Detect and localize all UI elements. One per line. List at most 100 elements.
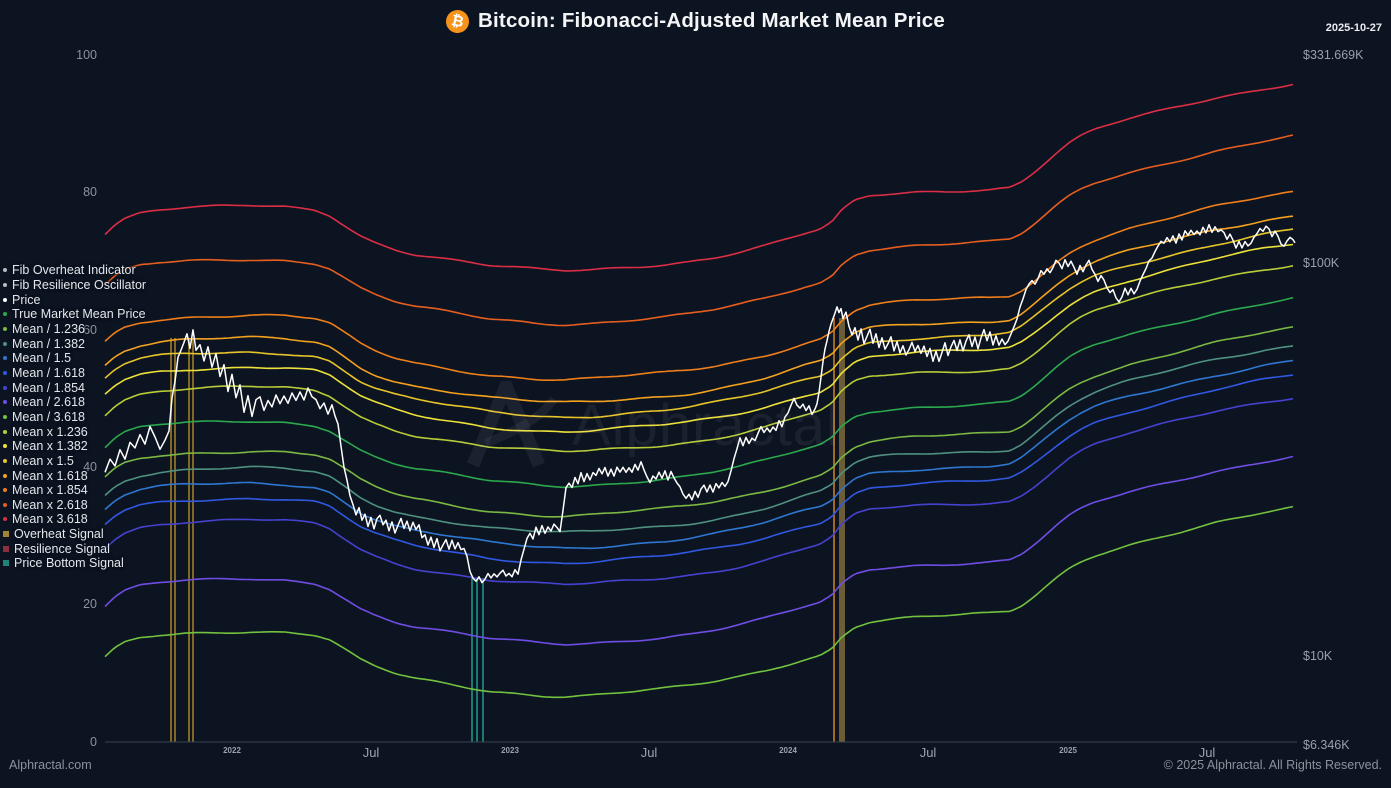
legend-item-label: Mean x 1.618: [12, 468, 88, 483]
legend-item-label: Mean / 1.5: [12, 351, 72, 366]
series-mean-1.854: [104, 397, 1294, 586]
as-of-date: 2025-10-27: [1325, 22, 1382, 34]
legend-item-price-bottom-signal[interactable]: Price Bottom Signal: [3, 556, 146, 571]
legend-item-price[interactable]: Price: [3, 292, 146, 307]
series-price: [104, 223, 1296, 584]
legend-item-mean-1.618[interactable]: Mean / 1.618: [3, 366, 146, 381]
price-label-$100K: $100K: [1303, 256, 1340, 270]
series-mean-3.618: [104, 505, 1294, 699]
legend-item-label: Mean / 2.618: [12, 395, 85, 410]
legend-dot-icon: [3, 502, 7, 507]
legend-item-label: Mean / 1.854: [12, 380, 85, 395]
legend-item-label: Fib Resilience Oscillator: [12, 277, 147, 292]
legend-swatch-icon: [3, 545, 9, 552]
legend-item-mean-1.382[interactable]: Mean / 1.382: [3, 336, 146, 351]
legend-dot-icon: [3, 444, 7, 449]
legend-item-mean-x-1.5[interactable]: Mean x 1.5: [3, 454, 146, 469]
legend-item-label: Mean x 3.618: [12, 512, 88, 527]
price-label-$10K: $10K: [1303, 649, 1333, 663]
x-tick-2023: 2023: [501, 746, 519, 755]
legend-item-label: Mean / 1.618: [12, 365, 85, 380]
series-mean-x-1.382: [104, 243, 1294, 433]
x-tick-2022: 2022: [223, 746, 241, 755]
y-tick-40: 40: [83, 460, 97, 474]
series-mean-1.236: [104, 326, 1294, 518]
legend-item-mean-3.618[interactable]: Mean / 3.618: [3, 410, 146, 425]
legend-dot-icon: [3, 473, 7, 478]
series-mean-x-1.618: [104, 215, 1294, 403]
legend-item-label: True Market Mean Price: [12, 307, 146, 322]
x-tick-2025: 2025: [1059, 746, 1077, 755]
price-label-$6.346K: $6.346K: [1303, 738, 1350, 752]
legend-item-mean-x-3.618[interactable]: Mean x 3.618: [3, 512, 146, 527]
legend-item-mean-x-1.382[interactable]: Mean x 1.382: [3, 439, 146, 454]
legend-item-mean-x-1.854[interactable]: Mean x 1.854: [3, 483, 146, 498]
legend-dot-icon: [3, 400, 7, 405]
x-tick-Jul: Jul: [362, 745, 380, 760]
legend-item-resilience-signal[interactable]: Resilience Signal: [3, 541, 146, 556]
legend-item-label: Overheat Signal: [14, 527, 104, 542]
legend-item-label: Price Bottom Signal: [14, 556, 124, 571]
series-mean-x-2.618: [104, 134, 1294, 327]
legend-item-fib-overheat-indicator[interactable]: Fib Overheat Indicator: [3, 263, 146, 278]
series-mean-1.382: [104, 345, 1294, 533]
x-tick-Jul: Jul: [1198, 745, 1216, 760]
y-tick-80: 80: [83, 185, 97, 199]
site-link[interactable]: Alphractal.com: [9, 758, 92, 772]
copyright-text: © 2025 Alphractal. All Rights Reserved.: [1163, 758, 1382, 772]
legend-item-label: Mean / 1.236: [12, 321, 85, 336]
legend-dot-icon: [3, 414, 7, 419]
legend-item-mean-1.854[interactable]: Mean / 1.854: [3, 380, 146, 395]
y-tick-60: 60: [83, 323, 97, 337]
legend-dot-icon: [3, 517, 7, 522]
x-tick-Jul: Jul: [640, 745, 658, 760]
legend-item-label: Mean x 2.618: [12, 497, 88, 512]
legend-dot-icon: [3, 312, 7, 317]
legend-item-label: Fib Overheat Indicator: [12, 263, 136, 278]
legend-item-mean-x-1.236[interactable]: Mean x 1.236: [3, 424, 146, 439]
series-mean-x-1.236: [104, 265, 1294, 453]
legend-item-mean-x-2.618[interactable]: Mean x 2.618: [3, 498, 146, 513]
legend-swatch-icon: [3, 560, 9, 567]
legend-item-label: Mean x 1.5: [12, 453, 74, 468]
legend-item-label: Mean x 1.854: [12, 483, 88, 498]
x-tick-2024: 2024: [779, 746, 797, 755]
series-mean-x-1.5: [104, 228, 1294, 419]
legend-item-mean-x-1.618[interactable]: Mean x 1.618: [3, 468, 146, 483]
series-mean-1.5: [104, 359, 1294, 550]
price-label-$331.669K: $331.669K: [1303, 48, 1364, 62]
x-tick-Jul: Jul: [919, 745, 937, 760]
legend-swatch-icon: [3, 531, 9, 538]
legend-dot-icon: [3, 385, 7, 390]
legend: Fib Overheat Indicator Fib Resilience Osc…: [3, 263, 146, 571]
legend-dot-icon: [3, 341, 7, 346]
legend-item-label: Price: [12, 292, 41, 307]
legend-item-fib-resilience-oscillator[interactable]: Fib Resilience Oscillator: [3, 278, 146, 293]
series-mean-x-1.854: [104, 190, 1294, 382]
legend-dot-icon: [3, 268, 7, 273]
legend-item-true-market-mean-price[interactable]: True Market Mean Price: [3, 307, 146, 322]
legend-dot-icon: [3, 326, 7, 331]
legend-item-label: Mean / 3.618: [12, 409, 85, 424]
y-tick-0: 0: [90, 735, 97, 749]
legend-item-label: Resilience Signal: [14, 541, 110, 556]
legend-dot-icon: [3, 282, 7, 287]
legend-dot-icon: [3, 297, 7, 302]
legend-dot-icon: [3, 370, 7, 375]
legend-item-label: Mean / 1.382: [12, 336, 85, 351]
legend-item-mean-1.5[interactable]: Mean / 1.5: [3, 351, 146, 366]
legend-dot-icon: [3, 429, 7, 434]
legend-dot-icon: [3, 488, 7, 493]
series-true-market-mean-price: [104, 296, 1294, 489]
legend-item-mean-1.236[interactable]: Mean / 1.236: [3, 322, 146, 337]
series-mean-x-3.618: [104, 83, 1294, 272]
series-mean-1.618: [104, 374, 1294, 565]
y-tick-100: 100: [76, 48, 97, 62]
legend-item-overheat-signal[interactable]: Overheat Signal: [3, 527, 146, 542]
series-mean-2.618: [104, 455, 1294, 646]
legend-dot-icon: [3, 356, 7, 361]
legend-item-mean-2.618[interactable]: Mean / 2.618: [3, 395, 146, 410]
legend-item-label: Mean x 1.236: [12, 424, 88, 439]
